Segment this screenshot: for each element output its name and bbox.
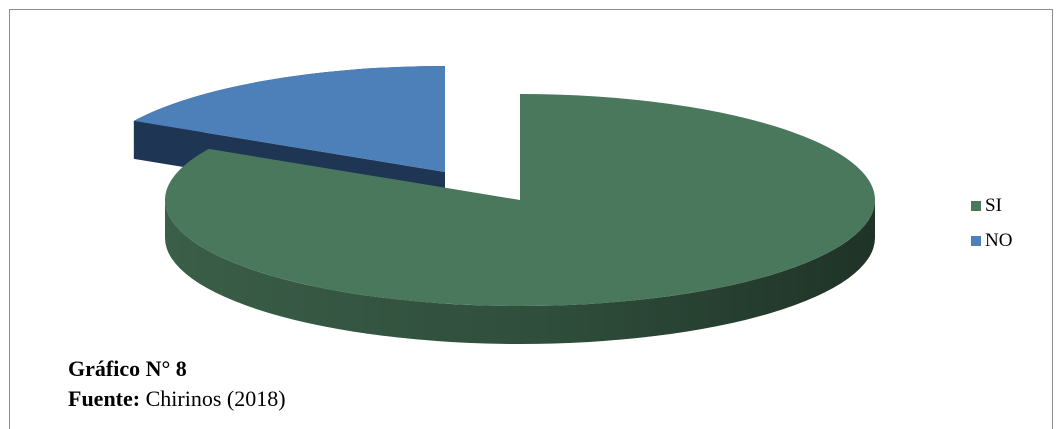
source-label: Fuente: (68, 386, 140, 411)
source-text: Chirinos (2018) (140, 386, 285, 411)
legend-swatch-si (971, 201, 981, 211)
legend-item-si: SI (971, 194, 1002, 218)
legend-swatch-no (971, 236, 981, 246)
legend-item-no: NO (971, 229, 1012, 253)
figure-caption: Gráfico N° 8 Fuente: Chirinos (2018) (68, 354, 286, 414)
figure-label: Gráfico N° 8 (68, 354, 286, 384)
legend-label-no: NO (985, 230, 1012, 252)
figure-source: Fuente: Chirinos (2018) (68, 384, 286, 414)
legend-label-si: SI (985, 195, 1002, 217)
